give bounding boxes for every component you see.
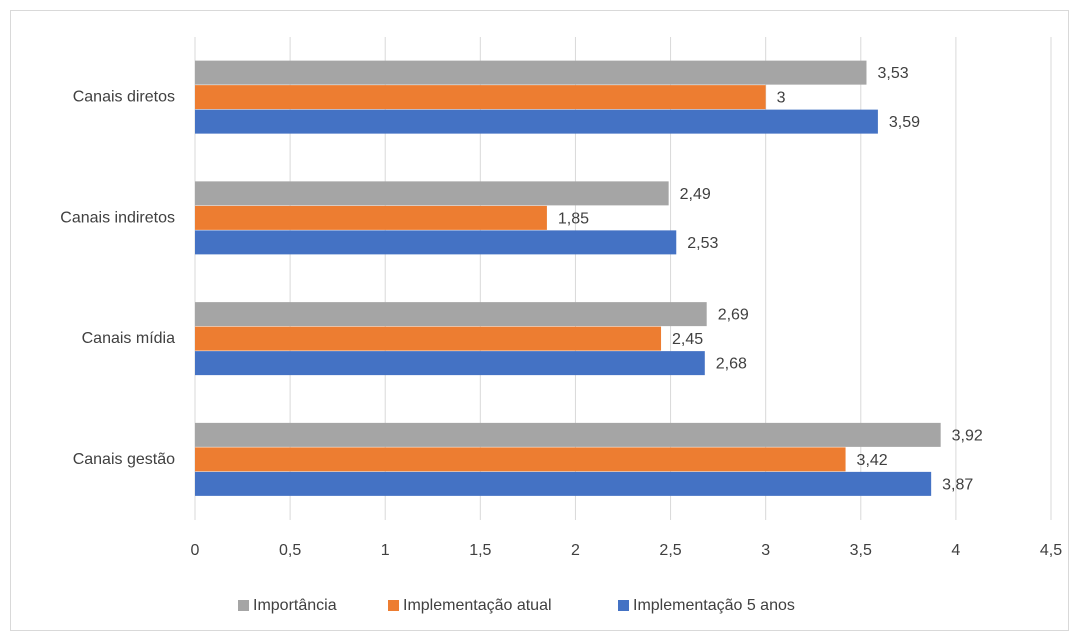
x-tick-label: 1,5 bbox=[469, 542, 491, 559]
legend-swatch bbox=[238, 600, 249, 611]
bar bbox=[195, 422, 941, 447]
value-label: 3,59 bbox=[889, 114, 920, 131]
bar bbox=[195, 326, 662, 351]
legend-swatch bbox=[618, 600, 629, 611]
bar bbox=[195, 471, 932, 496]
y-tick-label: Canais diretos bbox=[73, 89, 175, 106]
y-tick-label: Canais gestão bbox=[73, 451, 175, 468]
bar bbox=[195, 351, 705, 376]
x-tick-label: 0 bbox=[191, 542, 200, 559]
x-tick-label: 0,5 bbox=[279, 542, 301, 559]
bar bbox=[195, 85, 766, 110]
x-tick-label: 2 bbox=[571, 542, 580, 559]
bar bbox=[195, 181, 669, 206]
x-tick-label: 4 bbox=[951, 542, 960, 559]
value-label: 3,42 bbox=[857, 452, 888, 469]
bar bbox=[195, 109, 878, 134]
legend-label: Implementação atual bbox=[403, 597, 552, 614]
legend-swatch bbox=[388, 600, 399, 611]
value-label: 2,45 bbox=[672, 331, 703, 348]
value-label: 3,87 bbox=[942, 476, 973, 493]
value-label: 2,53 bbox=[687, 235, 718, 252]
y-tick-label: Canais mídia bbox=[82, 330, 175, 347]
y-tick-label: Canais indiretos bbox=[60, 209, 175, 226]
value-label: 2,49 bbox=[680, 186, 711, 203]
value-label: 2,69 bbox=[718, 307, 749, 324]
bar bbox=[195, 447, 846, 472]
value-label: 3,92 bbox=[952, 427, 983, 444]
value-label: 2,68 bbox=[716, 356, 747, 373]
x-tick-label: 3,5 bbox=[850, 542, 872, 559]
x-tick-label: 3 bbox=[761, 542, 770, 559]
bar bbox=[195, 302, 707, 327]
x-tick-label: 1 bbox=[381, 542, 390, 559]
x-tick-label: 4,5 bbox=[1040, 542, 1062, 559]
value-label: 3 bbox=[777, 90, 786, 107]
legend-label: Importância bbox=[253, 597, 337, 614]
value-label: 1,85 bbox=[558, 210, 589, 227]
bar bbox=[195, 230, 677, 255]
bar bbox=[195, 205, 547, 230]
x-tick-label: 2,5 bbox=[659, 542, 681, 559]
bar bbox=[195, 60, 867, 85]
value-label: 3,53 bbox=[877, 65, 908, 82]
legend-label: Implementação 5 anos bbox=[633, 597, 795, 614]
